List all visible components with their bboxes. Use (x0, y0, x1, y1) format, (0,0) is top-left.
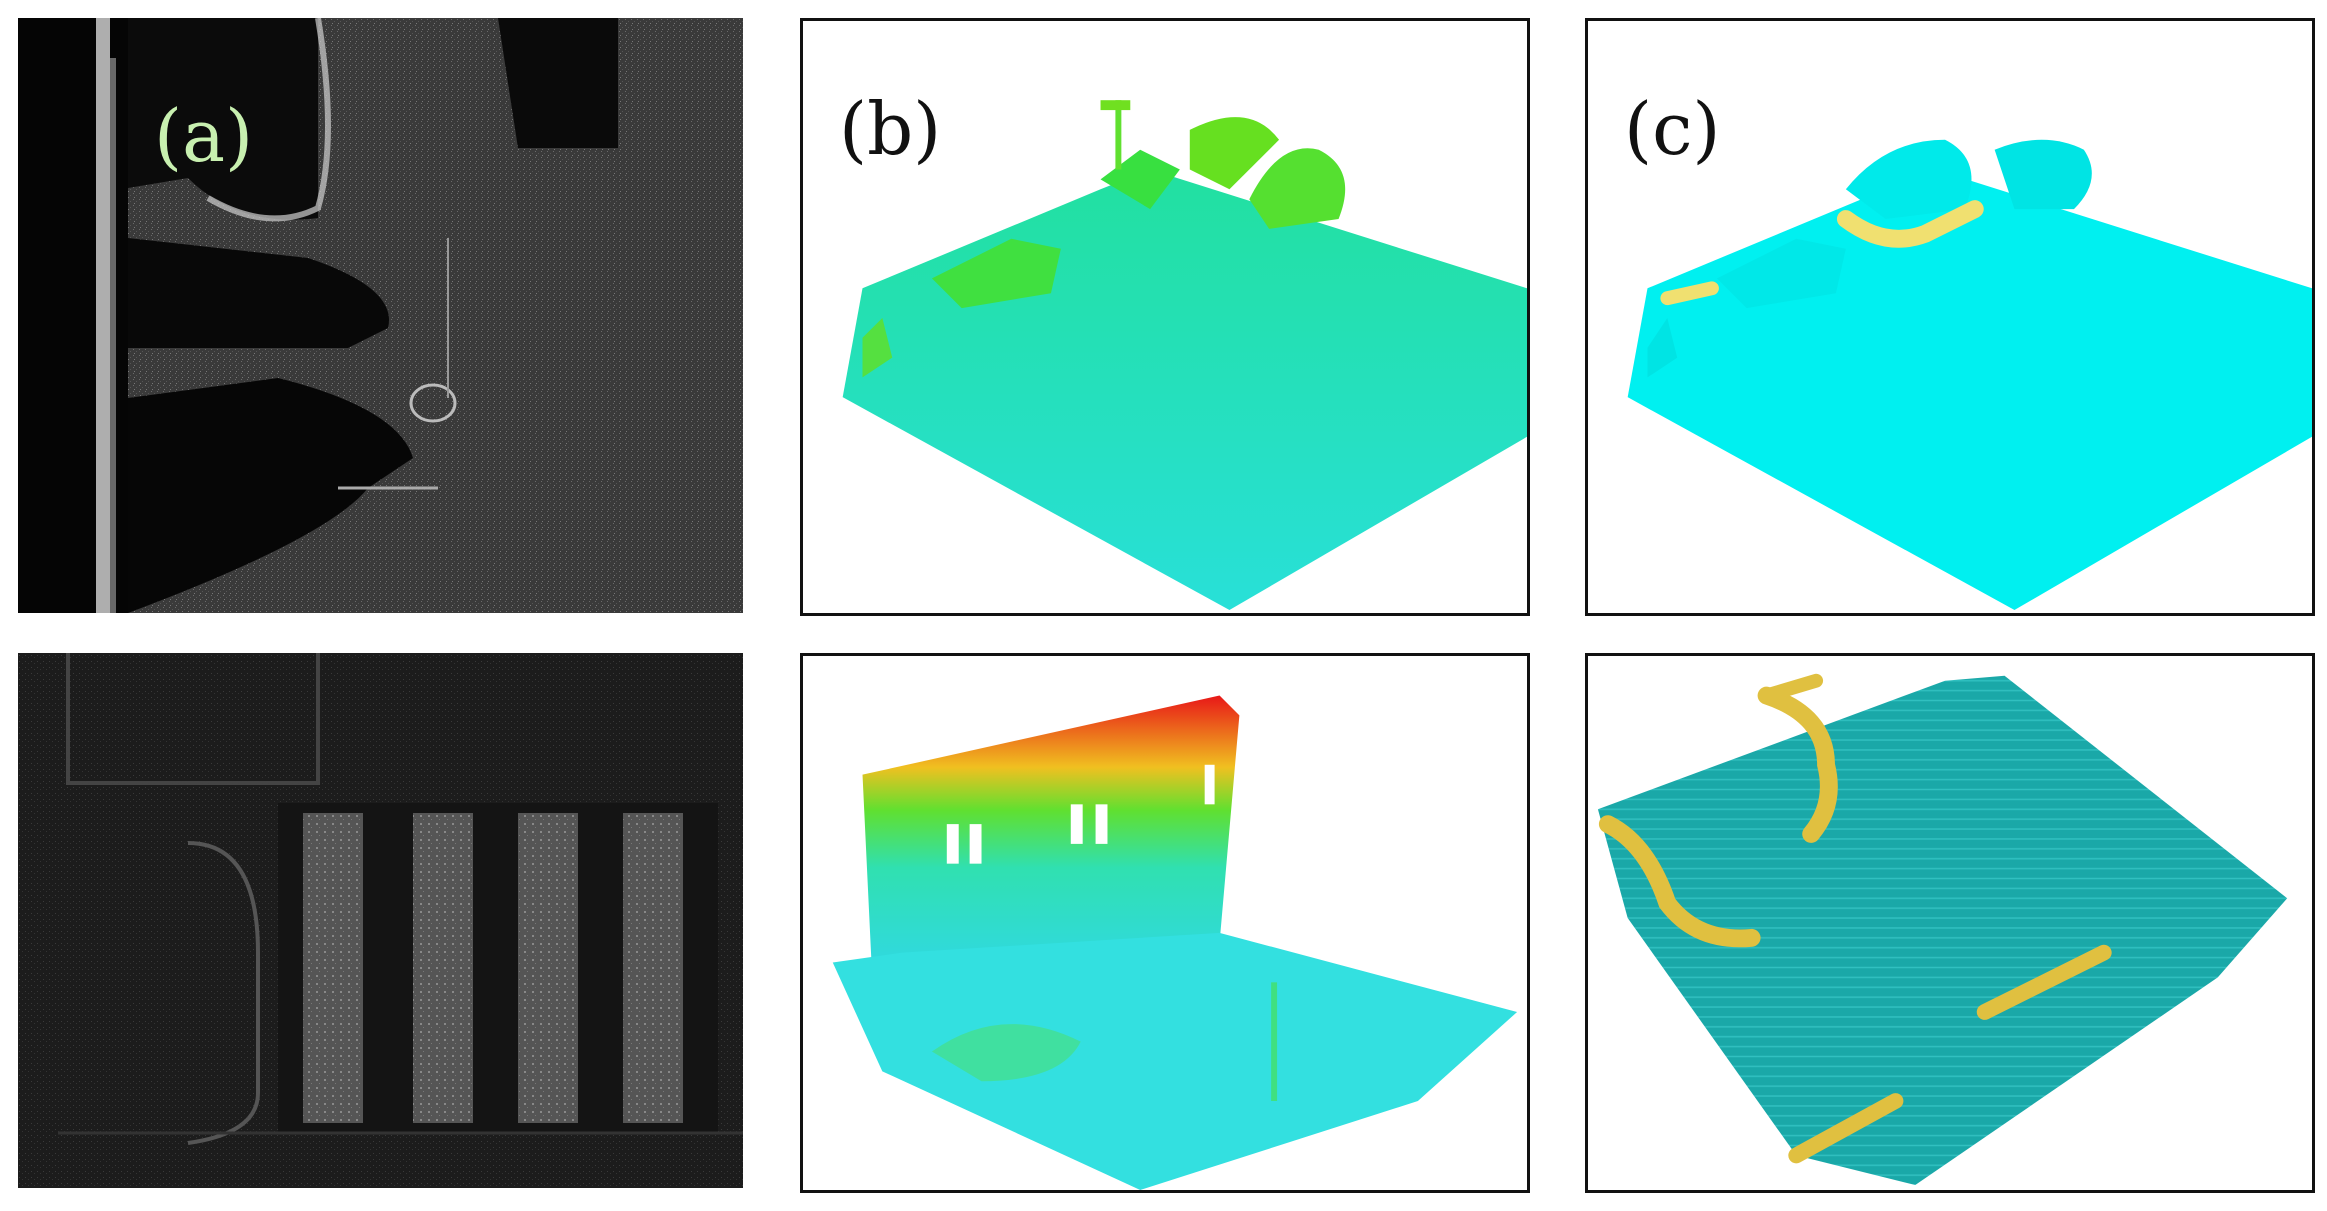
classified-cloud-bottom (1585, 653, 2315, 1193)
intensity-image-bottom (18, 653, 743, 1188)
classified-cloud-top: (c) (1585, 18, 2315, 616)
panel-label-a: (a) (154, 94, 254, 178)
intensity-image-top: (a) (18, 18, 743, 613)
panel-label-b: (b) (839, 87, 942, 171)
elevation-cloud-bottom (800, 653, 1530, 1193)
elevation-cloud-top: (b) (800, 18, 1530, 616)
panel-label-c: (c) (1624, 87, 1721, 171)
